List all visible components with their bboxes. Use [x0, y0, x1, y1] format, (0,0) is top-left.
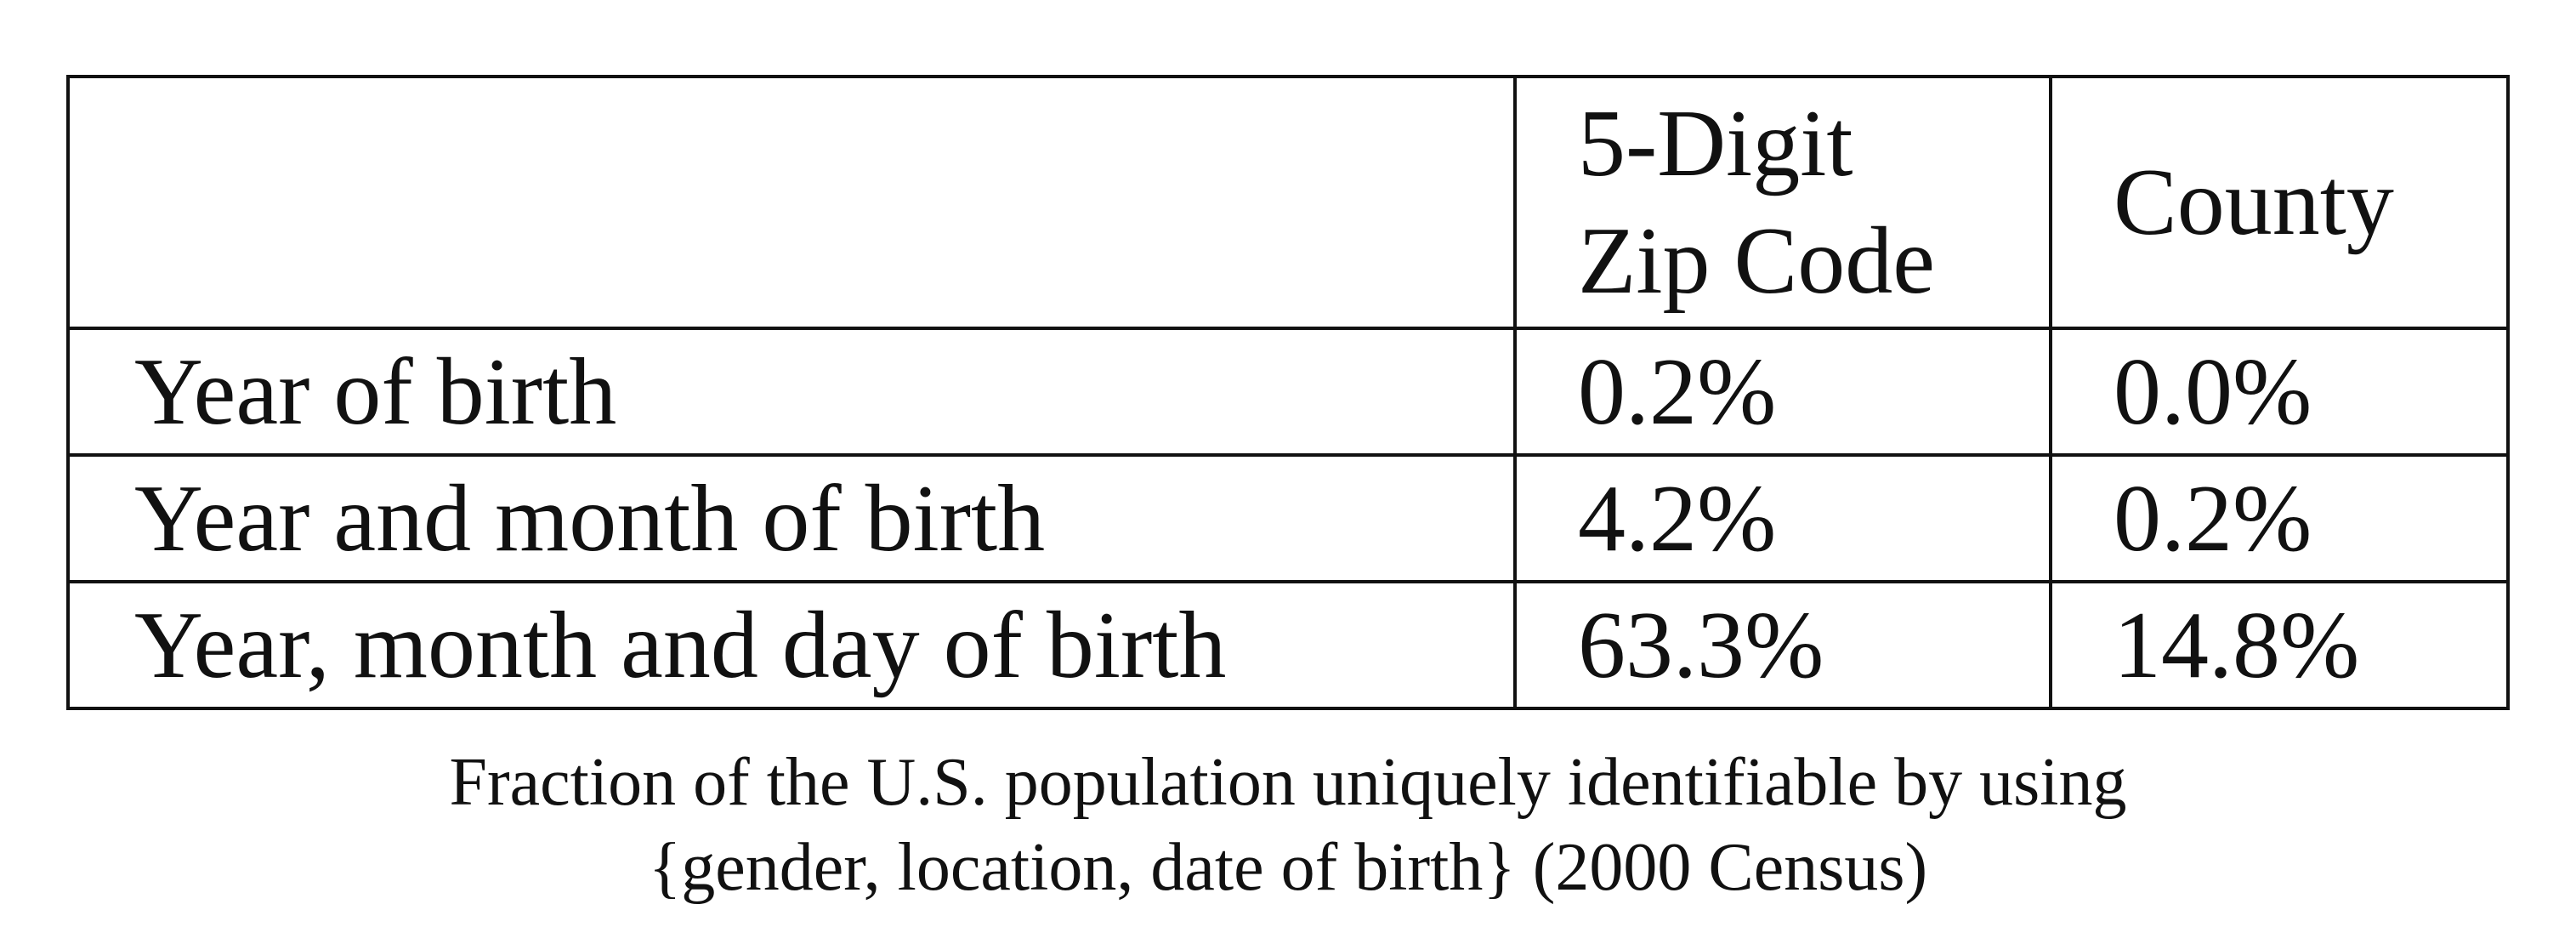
- table-container: 5-Digit Zip Code County Year of birth 0.…: [66, 75, 2510, 710]
- zip-value: 63.3%: [1513, 580, 2052, 710]
- caption-line-2: {gender, location, date of birth} (2000 …: [648, 830, 1928, 905]
- table-row: Year, month and day of birth 63.3% 14.8%: [66, 580, 2510, 710]
- table-header-row: 5-Digit Zip Code County: [66, 75, 2510, 330]
- row-label: Year, month and day of birth: [66, 580, 1517, 710]
- zip-value: 4.2%: [1513, 453, 2052, 583]
- row-label: Year and month of birth: [66, 453, 1517, 583]
- header-empty-cell: [66, 75, 1517, 330]
- table-caption: Fraction of the U.S. population uniquely…: [0, 740, 2576, 910]
- table-row: Year and month of birth 4.2% 0.2%: [66, 453, 2510, 583]
- header-zip-code: 5-Digit Zip Code: [1513, 75, 2052, 330]
- county-value: 0.2%: [2049, 453, 2510, 583]
- caption-line-1: Fraction of the U.S. population uniquely…: [449, 745, 2127, 820]
- uniqueness-table: 5-Digit Zip Code County Year of birth 0.…: [66, 75, 2510, 710]
- county-value: 0.0%: [2049, 327, 2510, 457]
- row-label: Year of birth: [66, 327, 1517, 457]
- county-value: 14.8%: [2049, 580, 2510, 710]
- table-row: Year of birth 0.2% 0.0%: [66, 327, 2510, 457]
- header-zip-line1: 5-Digit: [1578, 91, 1853, 196]
- zip-value: 0.2%: [1513, 327, 2052, 457]
- header-zip-line2: Zip Code: [1578, 208, 1935, 314]
- header-county: County: [2049, 75, 2510, 330]
